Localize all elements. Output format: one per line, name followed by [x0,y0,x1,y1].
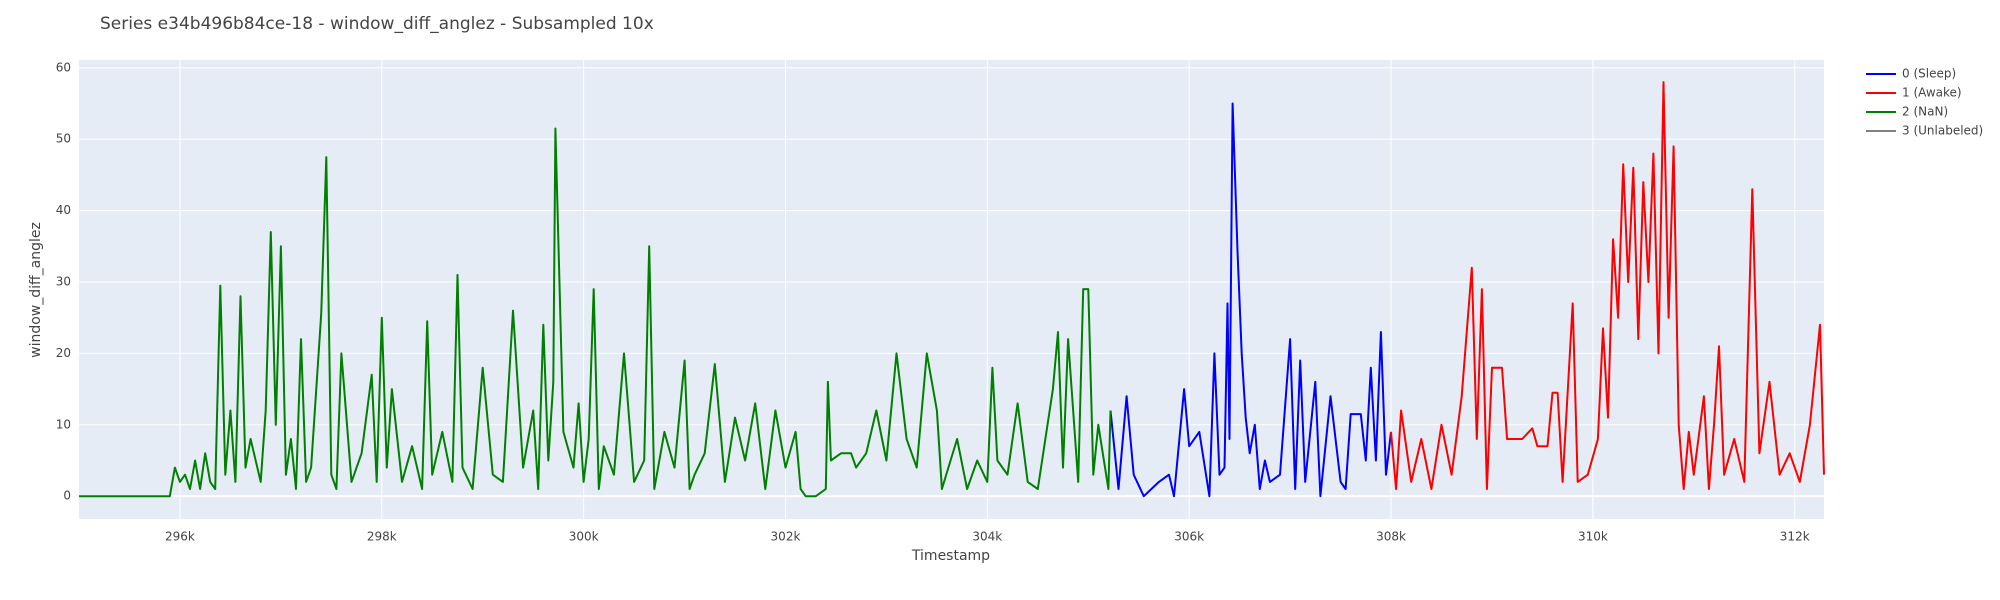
chart-title: Series e34b496b84ce-18 - window_diff_ang… [100,14,654,34]
y-axis-title: window_diff_anglez [28,222,44,358]
plot-area [79,60,1824,519]
x-tick-label: 302k [771,530,801,544]
legend-label: 0 (Sleep) [1902,67,1956,81]
lines [79,81,1825,498]
x-tick-label: 298k [367,530,397,544]
x-tick-label: 312k [1780,530,1810,544]
y-tick-label: 50 [56,132,71,146]
legend-label: 3 (Unlabeled) [1902,124,1983,138]
y-tick-label: 40 [56,203,71,217]
y-tick-label: 60 [56,60,71,74]
x-tick-label: 296k [165,530,195,544]
y-tick-label: 20 [56,346,71,360]
legend-label: 2 (NaN) [1902,105,1948,119]
legend-label: 1 (Awake) [1902,86,1962,100]
x-axis-title: Timestamp [911,548,990,564]
legend: 0 (Sleep) 1 (Awake) 2 (NaN) 3 (Unlabeled) [1866,67,1983,138]
x-tick-label: 310k [1578,530,1608,544]
x-tick-label: 300k [569,530,599,544]
y-tick-label: 0 [63,489,71,503]
y-tick-label: 10 [56,417,71,431]
series-line [1390,81,1825,490]
x-tick-label: 304k [972,530,1002,544]
x-tick-label: 306k [1174,530,1204,544]
y-tick-label: 30 [56,275,71,289]
grid: 296k 298k 300k 302k 304k 306k 308k 310k 312k 0 10 2… [56,60,1824,544]
x-tick-label: 308k [1376,530,1406,544]
series-line [79,127,1112,498]
series-line [1109,102,1392,498]
